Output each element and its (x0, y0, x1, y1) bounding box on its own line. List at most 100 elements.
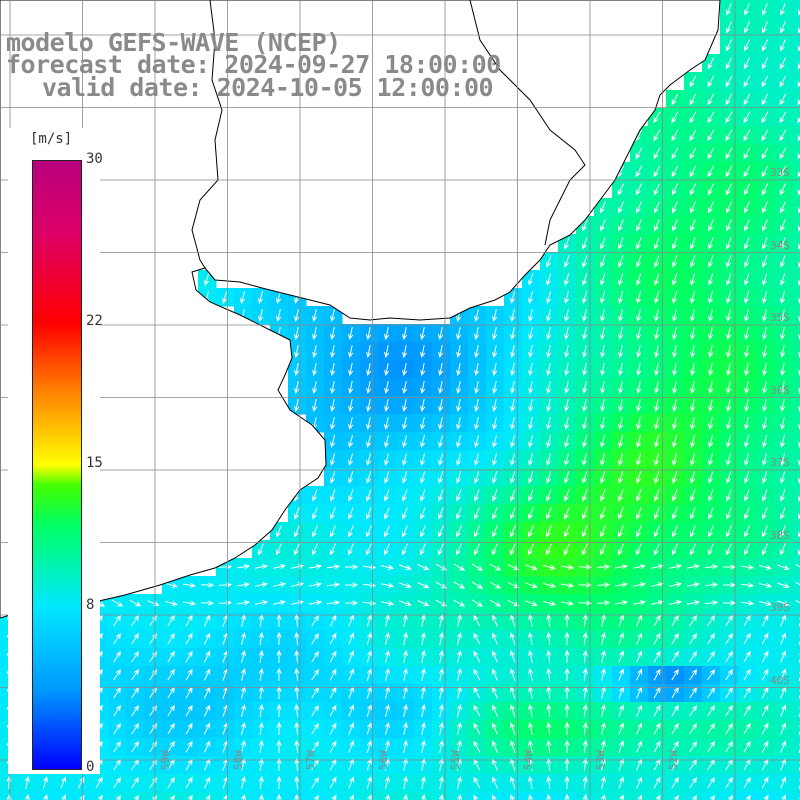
wind-arrow (743, 3, 750, 16)
wind-arrow (491, 776, 498, 789)
wind-arrow (761, 201, 768, 214)
wind-arrow (384, 776, 390, 789)
wind-arrow (258, 649, 264, 663)
wind-arrow (671, 201, 678, 214)
wind-arrow (528, 489, 534, 502)
wind-arrow (384, 345, 390, 359)
wind-arrow (111, 599, 124, 607)
wind-arrow (525, 582, 538, 589)
wind-arrow (689, 75, 697, 88)
wind-arrow (348, 776, 355, 789)
wind-arrow (438, 739, 444, 754)
wind-arrow (582, 399, 588, 413)
wind-arrow (797, 81, 800, 88)
wind-arrow (419, 543, 426, 556)
wind-arrow (258, 703, 264, 717)
wind-arrow (257, 543, 264, 556)
wind-arrow (294, 775, 300, 790)
wind-arrow (653, 543, 660, 556)
wind-arrow (653, 129, 661, 142)
wind-arrow (438, 667, 444, 682)
wind-cell (792, 72, 800, 91)
wind-arrow (654, 273, 660, 286)
wind-arrow (600, 704, 606, 717)
wind-arrow (600, 326, 606, 341)
wind-arrow (311, 723, 319, 735)
wind-arrow (129, 599, 142, 607)
wind-arrow (797, 99, 800, 106)
wind-arrow (545, 543, 552, 556)
wind-arrow (133, 795, 140, 800)
wind-arrow (384, 740, 390, 753)
wind-cell (792, 594, 800, 613)
wind-arrow (777, 564, 790, 571)
wind-arrow (545, 507, 552, 520)
wind-arrow (744, 489, 750, 502)
wind-arrow (564, 417, 570, 430)
wind-arrow (636, 326, 642, 341)
wind-arrow (311, 669, 319, 681)
wind-arrow (546, 399, 552, 413)
wind-arrow (743, 525, 750, 538)
wind-arrow (347, 525, 354, 538)
wind-arrow (632, 600, 647, 606)
wind-arrow (311, 615, 319, 627)
wind-arrow (510, 309, 516, 322)
wind-arrow (491, 650, 498, 663)
wind-arrow (294, 667, 300, 682)
wind-arrow (797, 45, 800, 52)
wind-arrow (348, 417, 354, 430)
wind-arrow (600, 722, 606, 735)
wind-arrow (402, 363, 408, 377)
wind-arrow (618, 273, 624, 286)
wind-arrow (185, 668, 193, 681)
wind-arrow (417, 564, 430, 571)
wind-arrow (708, 417, 714, 430)
wind-arrow (653, 111, 661, 124)
wind-arrow (725, 165, 733, 178)
colorbar-tick-label: 15 (86, 455, 103, 471)
wind-arrow (618, 722, 625, 735)
wind-arrow (329, 704, 337, 717)
wind-arrow (762, 345, 768, 359)
wind-cell (72, 792, 91, 800)
wind-arrow (435, 599, 448, 607)
wind-arrow (689, 543, 696, 556)
wind-arrow (654, 435, 660, 448)
wind-arrow (635, 219, 642, 232)
wind-arrow (474, 381, 480, 395)
wind-arrow (185, 614, 193, 627)
wind-cell (792, 216, 800, 235)
wind-arrow (384, 758, 390, 771)
colorbar-gradient (32, 160, 82, 770)
wind-cell (792, 0, 800, 19)
wind-arrow (707, 129, 715, 142)
wind-arrow (420, 326, 426, 341)
wind-arrow (690, 363, 696, 377)
wind-arrow (491, 632, 498, 645)
wind-arrow (546, 471, 552, 484)
wind-arrow (528, 381, 534, 395)
wind-arrow (780, 740, 787, 753)
wind-cell (792, 162, 800, 181)
wind-arrow (636, 722, 643, 735)
wind-arrow (761, 650, 769, 663)
wind-arrow (743, 111, 751, 124)
wind-arrow (420, 739, 426, 753)
wind-arrow (348, 758, 355, 771)
wind-arrow (762, 326, 768, 341)
wind-arrow (131, 723, 140, 735)
wind-arrow (187, 794, 193, 800)
wind-arrow (617, 237, 624, 250)
wind-arrow (275, 525, 282, 538)
wind-arrow (546, 345, 552, 359)
wind-arrow (455, 525, 462, 538)
wind-arrow (599, 507, 606, 520)
wind-arrow (780, 381, 786, 395)
wind-arrow (564, 685, 570, 700)
wind-arrow (691, 795, 698, 800)
wind-arrow (402, 793, 408, 800)
wind-arrow (131, 741, 140, 753)
wind-arrow (294, 345, 300, 359)
wind-arrow (402, 417, 408, 430)
